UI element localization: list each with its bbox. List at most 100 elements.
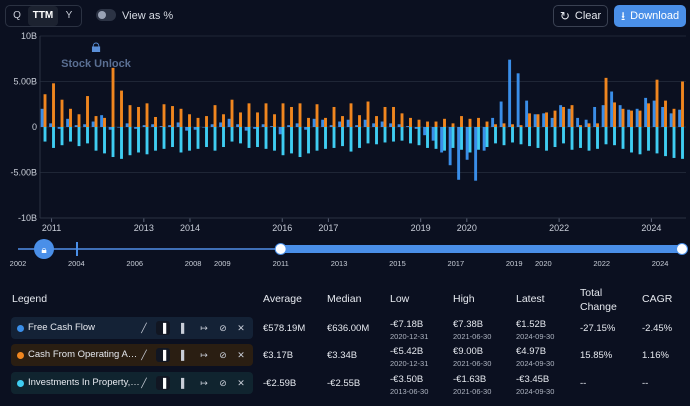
free-cash-flow-bar[interactable] xyxy=(661,106,665,127)
capex-bar[interactable] xyxy=(213,127,217,151)
cfo-bar[interactable] xyxy=(647,103,650,127)
capex-bar[interactable] xyxy=(154,127,157,151)
free-cash-flow-bar[interactable] xyxy=(406,126,410,127)
close-icon[interactable]: ✕ xyxy=(237,350,245,360)
cfo-bar[interactable] xyxy=(536,114,540,127)
free-cash-flow-bar[interactable] xyxy=(389,123,393,127)
capex-bar[interactable] xyxy=(434,127,438,149)
capex-bar[interactable] xyxy=(443,127,446,151)
cfo-bar[interactable] xyxy=(239,112,242,127)
free-cash-flow-bar[interactable] xyxy=(678,109,682,127)
cfo-bar[interactable] xyxy=(281,103,285,127)
free-cash-flow-bar[interactable] xyxy=(440,127,444,153)
free-cash-flow-bar[interactable] xyxy=(193,127,197,130)
free-cash-flow-bar[interactable] xyxy=(533,114,537,127)
cfo-bar[interactable] xyxy=(485,121,489,127)
capex-bar[interactable] xyxy=(162,127,166,149)
capex-bar[interactable] xyxy=(477,127,480,150)
cfo-bar[interactable] xyxy=(409,117,412,127)
cfo-bar[interactable] xyxy=(332,106,336,127)
cfo-bar[interactable] xyxy=(477,117,480,127)
capex-bar[interactable] xyxy=(358,127,361,148)
free-cash-flow-bar[interactable] xyxy=(516,73,520,127)
free-cash-flow-bar[interactable] xyxy=(593,106,597,127)
slider-end-handle[interactable] xyxy=(676,243,688,255)
cfo-bar[interactable] xyxy=(179,108,183,127)
cfo-bar[interactable] xyxy=(400,113,404,127)
cfo-bar[interactable] xyxy=(434,121,438,127)
stacked-bar-icon[interactable]: ▐ xyxy=(177,323,185,333)
capex-bar[interactable] xyxy=(52,127,55,148)
capex-bar[interactable] xyxy=(460,127,463,150)
free-cash-flow-bar[interactable] xyxy=(125,123,129,127)
cfo-bar[interactable] xyxy=(162,104,166,127)
capex-bar[interactable] xyxy=(426,127,429,148)
free-cash-flow-bar[interactable] xyxy=(253,127,257,129)
capex-bar[interactable] xyxy=(103,127,106,154)
cfo-bar[interactable] xyxy=(528,113,531,127)
free-cash-flow-bar[interactable] xyxy=(185,127,189,131)
capex-bar[interactable] xyxy=(332,127,336,148)
capex-bar[interactable] xyxy=(222,127,225,148)
free-cash-flow-bar[interactable] xyxy=(261,124,265,127)
slider-lock-button[interactable] xyxy=(34,239,54,259)
capex-bar[interactable] xyxy=(349,127,353,152)
free-cash-flow-bar[interactable] xyxy=(474,127,478,181)
capex-bar[interactable] xyxy=(672,127,676,158)
cfo-bar[interactable] xyxy=(621,108,625,127)
capex-bar[interactable] xyxy=(256,127,259,148)
free-cash-flow-bar[interactable] xyxy=(499,101,503,127)
cfo-bar[interactable] xyxy=(103,117,106,127)
legend-row[interactable]: Cash From Operating Activities╱ ▐ ▐ ↦ ⊘ ✕ xyxy=(11,344,253,366)
cfo-bar[interactable] xyxy=(681,81,684,128)
hide-eye-icon[interactable]: ⊘ xyxy=(219,378,227,388)
cfo-bar[interactable] xyxy=(604,77,608,127)
cfo-bar[interactable] xyxy=(511,124,514,127)
cfo-bar[interactable] xyxy=(52,83,55,127)
cfo-bar[interactable] xyxy=(358,115,361,127)
slider-start-handle[interactable] xyxy=(274,243,287,255)
free-cash-flow-bar[interactable] xyxy=(627,109,631,127)
capex-bar[interactable] xyxy=(111,127,115,158)
free-cash-flow-bar[interactable] xyxy=(465,127,469,160)
cfo-bar[interactable] xyxy=(494,124,497,127)
capex-bar[interactable] xyxy=(596,127,599,149)
cfo-bar[interactable] xyxy=(417,119,421,127)
capex-bar[interactable] xyxy=(409,127,412,144)
download-button[interactable]: ⭳ Download xyxy=(614,5,686,27)
cfo-bar[interactable] xyxy=(94,116,98,127)
cfo-bar[interactable] xyxy=(213,105,217,127)
capex-bar[interactable] xyxy=(562,127,565,144)
capex-bar[interactable] xyxy=(145,127,149,155)
free-cash-flow-bar[interactable] xyxy=(576,117,580,127)
free-cash-flow-bar[interactable] xyxy=(142,125,146,127)
period-q-button[interactable]: Q xyxy=(13,10,21,21)
cfo-bar[interactable] xyxy=(562,106,565,127)
capex-bar[interactable] xyxy=(621,127,625,149)
free-cash-flow-bar[interactable] xyxy=(159,126,163,127)
free-cash-flow-bar[interactable] xyxy=(550,117,554,127)
capex-bar[interactable] xyxy=(664,127,667,157)
capex-bar[interactable] xyxy=(604,127,608,145)
capex-bar[interactable] xyxy=(485,127,489,148)
cfo-bar[interactable] xyxy=(638,110,642,127)
free-cash-flow-bar[interactable] xyxy=(618,105,622,127)
capex-bar[interactable] xyxy=(494,127,497,144)
cfo-bar[interactable] xyxy=(273,114,276,127)
free-cash-flow-bar[interactable] xyxy=(57,127,61,129)
free-cash-flow-bar[interactable] xyxy=(219,122,223,127)
free-cash-flow-bar[interactable] xyxy=(176,122,180,127)
cfo-bar[interactable] xyxy=(247,103,251,127)
capex-bar[interactable] xyxy=(171,127,174,148)
cfo-bar[interactable] xyxy=(290,106,293,127)
free-cash-flow-bar[interactable] xyxy=(312,118,316,127)
cfo-bar[interactable] xyxy=(43,94,47,127)
capex-bar[interactable] xyxy=(502,127,506,146)
capex-bar[interactable] xyxy=(298,127,302,158)
cfo-bar[interactable] xyxy=(570,105,574,127)
slider-selected-range[interactable] xyxy=(280,245,682,253)
free-cash-flow-bar[interactable] xyxy=(669,113,673,127)
free-cash-flow-bar[interactable] xyxy=(210,124,214,127)
cfo-bar[interactable] xyxy=(154,116,157,127)
capex-bar[interactable] xyxy=(681,127,684,159)
